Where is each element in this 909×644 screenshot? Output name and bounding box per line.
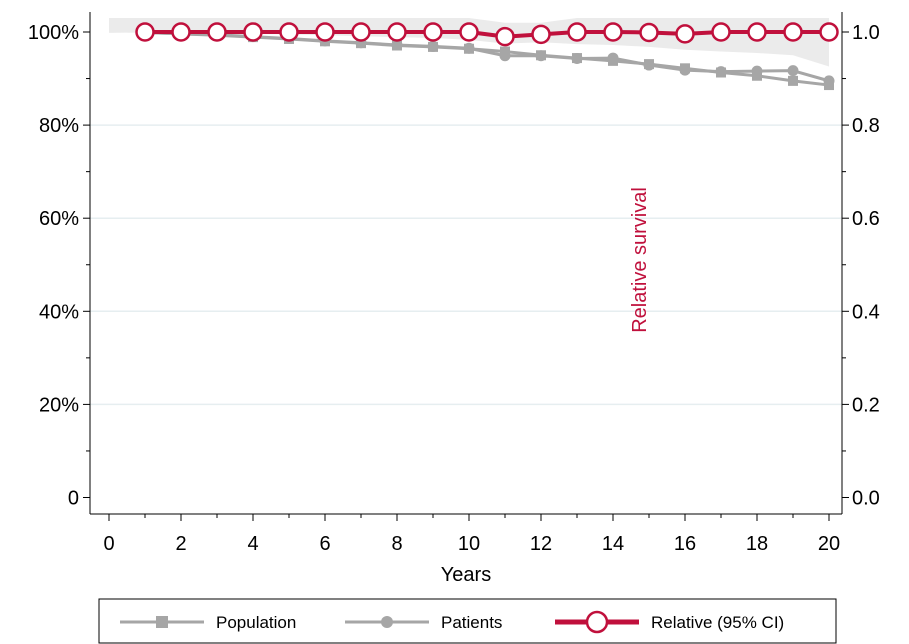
x-tick-label: 4 bbox=[247, 533, 258, 555]
data-point bbox=[391, 39, 403, 51]
data-point bbox=[643, 59, 655, 71]
data-point bbox=[171, 22, 191, 42]
data-point bbox=[495, 26, 515, 47]
left-tick-label: 20% bbox=[39, 394, 79, 416]
legend-swatch-marker bbox=[156, 616, 168, 628]
data-point bbox=[315, 22, 335, 42]
data-point bbox=[607, 52, 619, 64]
right-tick-label: 0.0 bbox=[852, 488, 880, 510]
data-point bbox=[747, 22, 767, 42]
data-point bbox=[788, 75, 798, 86]
x-tick-label: 10 bbox=[458, 533, 480, 555]
data-point bbox=[819, 22, 839, 42]
data-point bbox=[783, 22, 803, 42]
legend: Population Patients Relative (95% CI) bbox=[98, 598, 837, 644]
data-point bbox=[603, 22, 623, 42]
right-tick-label: 0.6 bbox=[852, 208, 880, 230]
legend-swatch-marker bbox=[381, 616, 393, 628]
left-tick-label: 100% bbox=[28, 22, 79, 44]
x-tick-label: 2 bbox=[175, 533, 186, 555]
right-tick-label: 0.8 bbox=[852, 115, 880, 137]
data-point bbox=[499, 50, 511, 62]
x-tick-label: 18 bbox=[746, 533, 768, 555]
left-tick-label: 40% bbox=[39, 301, 79, 323]
legend-label: Relative (95% CI) bbox=[651, 613, 784, 632]
x-tick-label: 0 bbox=[103, 533, 114, 555]
data-point bbox=[711, 22, 731, 42]
data-point bbox=[387, 22, 407, 42]
x-tick-label: 20 bbox=[818, 533, 840, 555]
data-point bbox=[787, 65, 799, 77]
data-point bbox=[679, 64, 691, 76]
data-point bbox=[715, 66, 727, 78]
data-point bbox=[243, 22, 263, 42]
x-tick-label: 12 bbox=[530, 533, 552, 555]
data-point bbox=[531, 24, 551, 45]
legend-box bbox=[98, 598, 837, 644]
x-tick-label: 8 bbox=[391, 533, 402, 555]
x-tick-label: 16 bbox=[674, 533, 696, 555]
left-tick-label: 80% bbox=[39, 115, 79, 137]
right-tick-label: 0.4 bbox=[852, 301, 880, 323]
data-point bbox=[675, 24, 695, 44]
x-tick-label: 6 bbox=[319, 533, 330, 555]
gridlines bbox=[90, 124, 842, 406]
data-point bbox=[639, 22, 659, 43]
left-tick-label: 60% bbox=[39, 208, 79, 230]
left-tick-label: 0 bbox=[68, 488, 79, 510]
data-point bbox=[571, 53, 583, 65]
data-point bbox=[135, 22, 155, 42]
right-tick-label: 0.2 bbox=[852, 394, 880, 416]
data-point bbox=[279, 22, 299, 42]
data-point bbox=[535, 50, 547, 62]
data-point bbox=[423, 22, 443, 42]
x-tick-label: 14 bbox=[602, 533, 624, 555]
axes: 0 20% 40% 60% 80% 100% 0.0 0.2 0.4 0.6 0.8 1.0 0 2 4 6 8… bbox=[28, 12, 880, 555]
data-point bbox=[459, 22, 479, 42]
series-layer bbox=[135, 22, 839, 91]
right-tick-label: 1.0 bbox=[852, 22, 880, 44]
x-axis-label: Years bbox=[441, 564, 491, 586]
data-point bbox=[823, 75, 835, 87]
data-point bbox=[207, 22, 227, 42]
legend-swatch-marker bbox=[585, 610, 609, 634]
data-point bbox=[751, 65, 763, 77]
data-point bbox=[463, 42, 475, 54]
legend-label: Patients bbox=[441, 613, 502, 632]
legend-label: Population bbox=[216, 613, 296, 632]
data-point bbox=[427, 40, 439, 52]
data-point bbox=[567, 22, 587, 42]
right-axis-label: Relative survival bbox=[629, 187, 651, 333]
data-point bbox=[351, 22, 371, 42]
